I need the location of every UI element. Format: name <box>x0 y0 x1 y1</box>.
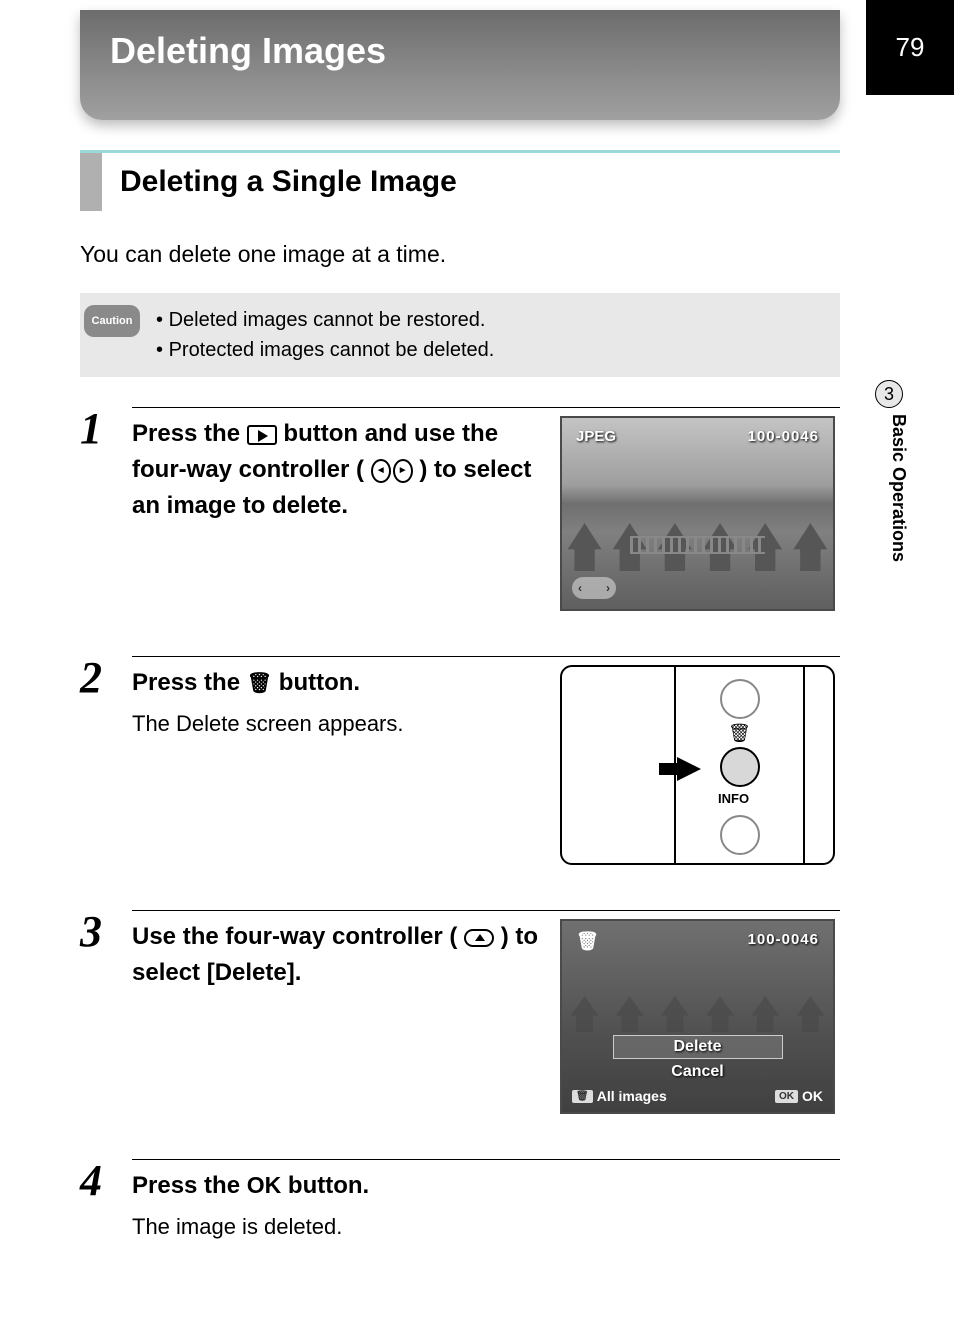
step-number: 1 <box>80 407 132 611</box>
text-fragment: button. <box>279 669 360 696</box>
step-1-instruction: Press the button and use the four-way co… <box>132 416 540 524</box>
left-right-controller-icon: ◄► <box>371 459 413 483</box>
page-number: 79 <box>866 0 954 95</box>
delete-mode-icon: 🗑 <box>576 931 599 952</box>
page-title: Deleting Images <box>110 30 386 72</box>
text-fragment: Press the <box>132 420 247 447</box>
side-tab: 3 Basic Operations <box>869 380 909 610</box>
page-title-bar: Deleting Images <box>80 10 840 120</box>
step-3-instruction: Use the four-way controller ( ) to selec… <box>132 919 540 991</box>
caution-badge-text: Caution <box>92 315 133 327</box>
panel-button-delete <box>720 747 760 787</box>
trash-icon: 🗑 <box>247 673 272 695</box>
chapter-title: Basic Operations <box>869 414 909 562</box>
bottom-hint-bar: 🗑 All images OK OK <box>572 1088 823 1104</box>
caution-list: Deleted images cannot be restored. Prote… <box>156 305 494 365</box>
all-images-label: All images <box>597 1088 667 1104</box>
menu-option-delete: Delete <box>613 1035 783 1059</box>
menu-option-cancel: Cancel <box>613 1061 783 1083</box>
panel-button-top <box>720 679 760 719</box>
caution-icon: Caution <box>84 305 140 337</box>
step-2: 2 Press the 🗑 button. The Delete screen … <box>80 656 840 865</box>
nav-pill-icon: ‹› <box>572 577 616 599</box>
step-4-instruction: Press the OK button. <box>132 1168 840 1204</box>
panel-button-info <box>720 815 760 855</box>
camera-button-panel: 🗑 INFO <box>560 665 835 865</box>
step-number: 3 <box>80 910 132 1114</box>
playback-icon <box>247 425 277 445</box>
step-number: 4 <box>80 1159 132 1240</box>
caution-item: Deleted images cannot be restored. <box>156 305 494 335</box>
image-file-number: 100-0046 <box>748 428 819 445</box>
step-2-sub: The Delete screen appears. <box>132 711 540 737</box>
intro-text: You can delete one image at a time. <box>80 241 840 268</box>
scene-trees <box>562 982 833 1032</box>
ok-badge-icon: OK <box>775 1090 798 1103</box>
camera-delete-screen: 🗑 100-0046 Delete Cancel 🗑 All images OK <box>560 919 835 1114</box>
text-fragment: Press the <box>132 1172 247 1199</box>
scene-fence <box>630 536 766 554</box>
chapter-number-badge: 3 <box>875 380 903 408</box>
camera-screen-preview: JPEG 100-0046 ‹› <box>560 416 835 611</box>
step-4-sub: The image is deleted. <box>132 1214 840 1240</box>
caution-box: Caution Deleted images cannot be restore… <box>80 293 840 377</box>
image-format-label: JPEG <box>576 428 616 445</box>
ok-button-icon: OK <box>247 1172 282 1198</box>
text-fragment: Press the <box>132 669 247 696</box>
step-2-instruction: Press the 🗑 button. <box>132 665 540 701</box>
up-controller-icon <box>464 929 494 947</box>
trash-icon: 🗑 <box>728 723 751 744</box>
step-4: 4 Press the OK button. The image is dele… <box>80 1159 840 1240</box>
trash-badge-icon: 🗑 <box>572 1090 593 1103</box>
text-fragment: Use the four-way controller ( <box>132 923 457 950</box>
text-fragment: button. <box>288 1172 369 1199</box>
info-label: INFO <box>718 791 749 806</box>
arrow-right-icon <box>677 757 701 781</box>
content-area: Deleting a Single Image You can delete o… <box>80 150 840 1285</box>
section-heading: Deleting a Single Image <box>80 150 840 211</box>
step-3: 3 Use the four-way controller ( ) to sel… <box>80 910 840 1114</box>
caution-item: Protected images cannot be deleted. <box>156 335 494 365</box>
step-1: 1 Press the button and use the four-way … <box>80 407 840 611</box>
step-number: 2 <box>80 656 132 865</box>
ok-label: OK <box>802 1088 823 1104</box>
image-file-number: 100-0046 <box>748 931 819 948</box>
section-heading-text: Deleting a Single Image <box>102 153 475 211</box>
section-heading-accent <box>80 153 102 211</box>
